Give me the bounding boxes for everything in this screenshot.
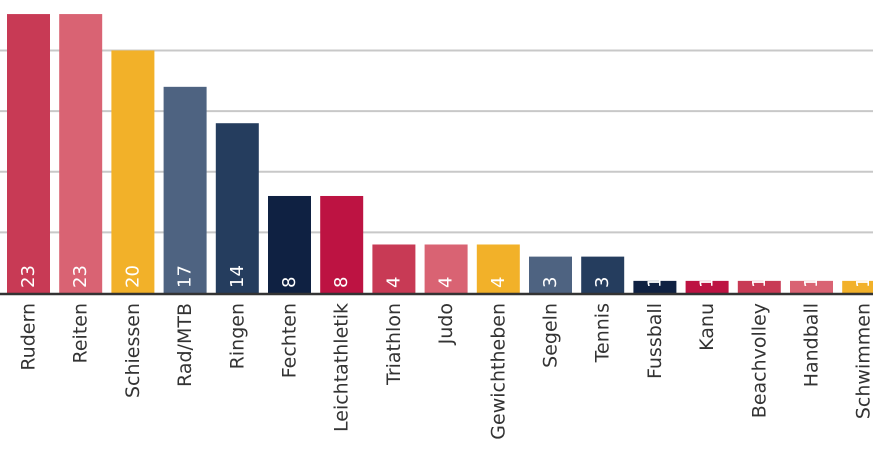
data-label: 1 bbox=[697, 277, 718, 288]
bar-schiessen[interactable] bbox=[111, 50, 155, 293]
category-label: Ringen bbox=[226, 303, 248, 369]
data-label: 23 bbox=[70, 265, 91, 288]
bar-gewichtheben[interactable] bbox=[476, 244, 520, 293]
data-label: 20 bbox=[122, 265, 143, 288]
bar-reiten[interactable] bbox=[59, 14, 103, 293]
category-label: Rad/MTB bbox=[174, 303, 196, 387]
value-labels: 23 23 20 17 14 8 8 4 4 4 3 3 1 1 1 1 1 bbox=[18, 265, 873, 288]
bar-schwimmen[interactable] bbox=[842, 280, 873, 293]
category-labels: Rudern Reiten Schiessen Rad/MTB Ringen Fechte… bbox=[18, 303, 873, 440]
bar-tennis[interactable] bbox=[581, 256, 625, 293]
category-label: Fussball bbox=[644, 303, 666, 379]
data-label: 1 bbox=[853, 277, 873, 288]
data-label: 14 bbox=[227, 265, 248, 288]
data-label: 17 bbox=[175, 265, 196, 288]
bar-triathlon[interactable] bbox=[372, 244, 416, 293]
bar-leichtathletik[interactable] bbox=[320, 195, 364, 293]
bar-handball[interactable] bbox=[790, 280, 833, 293]
category-label: Schwimmen bbox=[853, 303, 873, 419]
category-label: Reiten bbox=[70, 303, 92, 364]
bar-beachvolley[interactable] bbox=[737, 280, 781, 293]
data-label: 3 bbox=[592, 277, 613, 288]
bar-ringen[interactable] bbox=[215, 123, 259, 293]
category-label: Leichtathletik bbox=[331, 303, 353, 432]
bar-rad-mtb[interactable] bbox=[163, 86, 207, 293]
data-label: 1 bbox=[801, 277, 822, 288]
category-label: Handball bbox=[801, 303, 823, 387]
category-label: Tennis bbox=[592, 303, 614, 363]
bars bbox=[7, 14, 873, 293]
category-label: Triathlon bbox=[383, 303, 405, 386]
bar-segeln[interactable] bbox=[529, 256, 572, 293]
data-label: 4 bbox=[383, 277, 404, 288]
data-label: 4 bbox=[488, 277, 509, 288]
bar-fechten[interactable] bbox=[268, 195, 311, 293]
data-label: 1 bbox=[644, 277, 665, 288]
data-label: 8 bbox=[331, 277, 352, 288]
bar-judo[interactable] bbox=[424, 244, 468, 293]
category-label: Rudern bbox=[18, 303, 40, 371]
data-label: 4 bbox=[436, 277, 457, 288]
category-label: Judo bbox=[435, 303, 457, 345]
category-label: Kanu bbox=[696, 303, 718, 351]
category-label: Segeln bbox=[540, 303, 562, 368]
data-label: 1 bbox=[749, 277, 770, 288]
bar-rudern[interactable] bbox=[7, 14, 50, 293]
data-label: 3 bbox=[540, 277, 561, 288]
bar-fussball[interactable] bbox=[633, 280, 677, 293]
category-label: Beachvolley bbox=[748, 303, 770, 418]
category-label: Gewichtheben bbox=[487, 303, 509, 440]
category-label: Fechten bbox=[279, 303, 301, 378]
data-label: 8 bbox=[279, 277, 300, 288]
category-label: Schiessen bbox=[122, 303, 144, 398]
bar-kanu[interactable] bbox=[685, 280, 729, 293]
data-label: 23 bbox=[18, 265, 39, 288]
